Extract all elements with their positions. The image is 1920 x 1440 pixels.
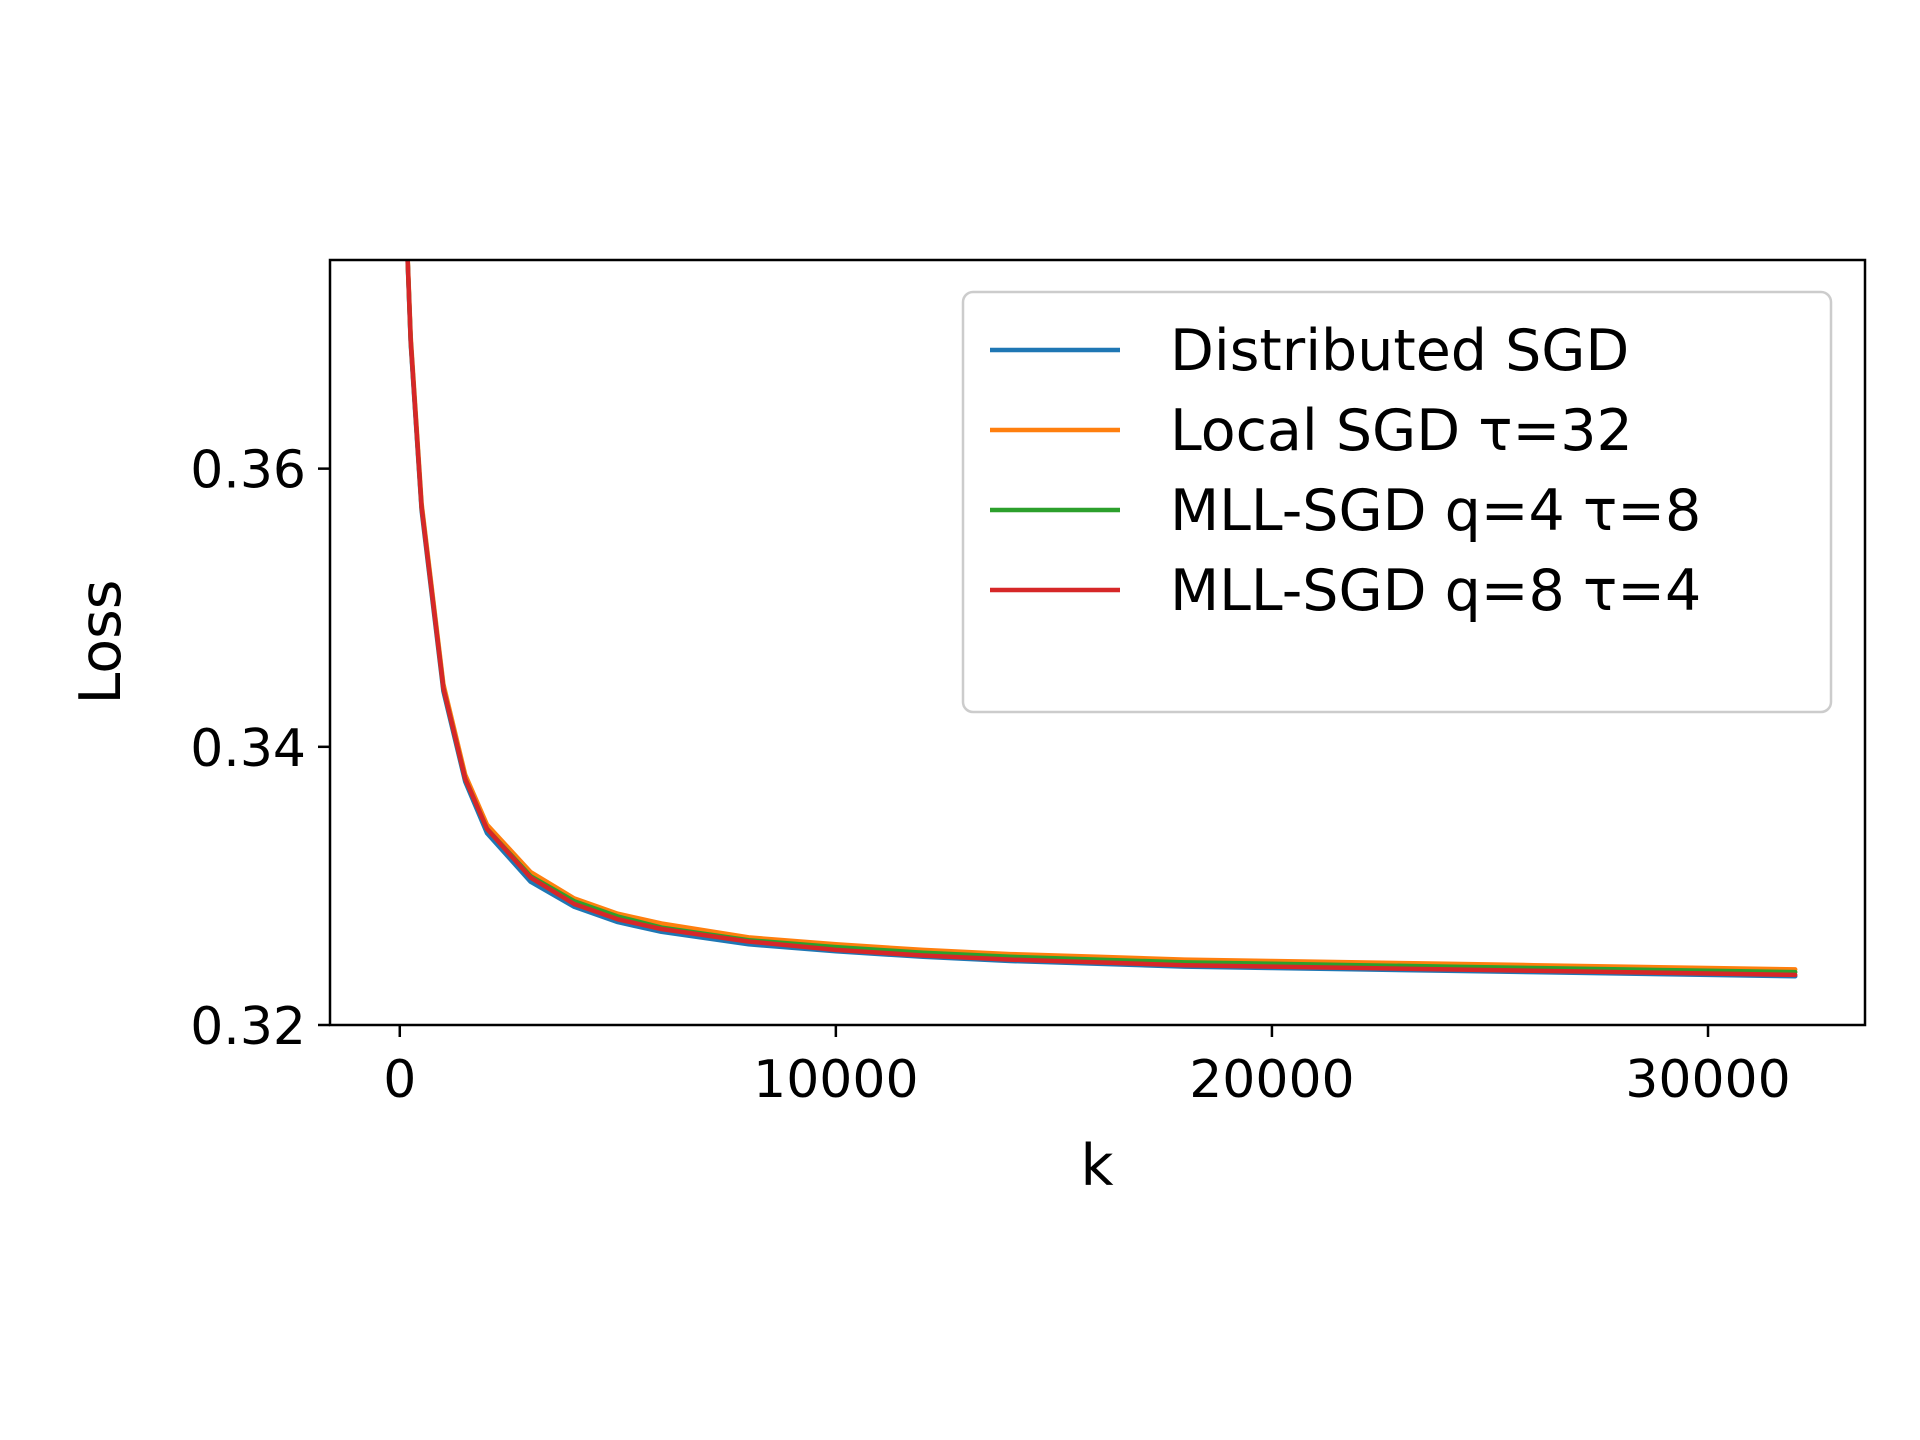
- x-axis: 0 10000 20000 30000: [383, 1025, 1791, 1110]
- legend-label: MLL-SGD q=8 τ=4: [1170, 558, 1701, 624]
- y-tick-label: 0.36: [190, 441, 306, 501]
- y-tick-label: 0.32: [190, 997, 306, 1057]
- legend-label: Distributed SGD: [1170, 318, 1629, 384]
- x-tick-label: 0: [383, 1050, 416, 1110]
- y-axis: 0.32 0.34 0.36: [190, 441, 330, 1057]
- series-layer: [405, 260, 1798, 979]
- plot-frame: [328, 258, 1867, 1027]
- legend-label: MLL-SGD q=4 τ=8: [1170, 478, 1701, 544]
- legend: Distributed SGD Local SGD τ=32 MLL-SGD q=4…: [961, 290, 1833, 714]
- x-tick-label: 10000: [753, 1050, 918, 1110]
- x-tick-label: 30000: [1625, 1050, 1790, 1110]
- x-tick-label: 20000: [1189, 1050, 1354, 1110]
- legend-box: [961, 290, 1833, 714]
- x-axis-label: k: [1080, 1133, 1113, 1199]
- y-axis-label: Loss: [68, 579, 134, 704]
- legend-label: Local SGD τ=32: [1170, 398, 1633, 464]
- series-line-4: [405, 260, 1798, 978]
- y-tick-label: 0.34: [190, 719, 306, 779]
